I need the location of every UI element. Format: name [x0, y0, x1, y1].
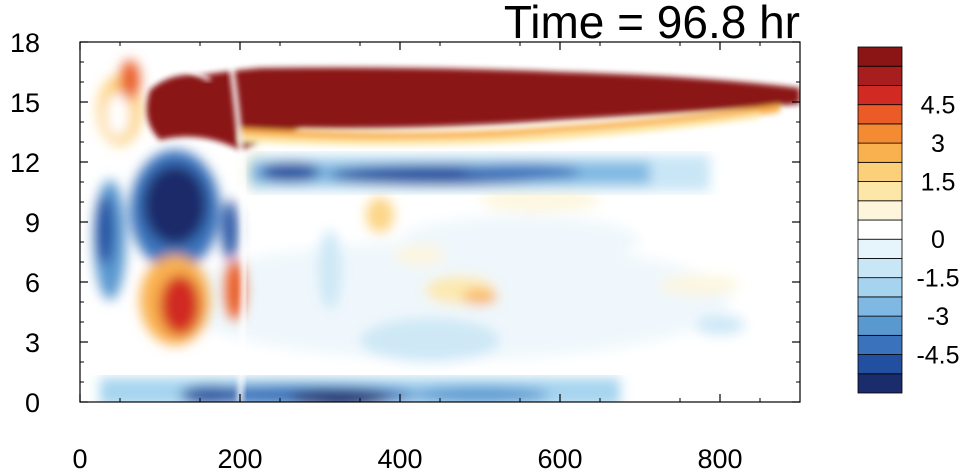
colorbar-swatch — [857, 181, 903, 202]
field-blob — [290, 390, 390, 402]
field-blob — [460, 164, 580, 180]
x-tick-label: 400 — [377, 444, 422, 473]
colorbar-swatch — [857, 354, 903, 375]
field-blob — [240, 104, 780, 140]
field-blob — [120, 60, 140, 100]
x-tick-label: 0 — [72, 444, 87, 473]
y-tick-label: 9 — [25, 208, 40, 238]
colorbar-swatch — [857, 200, 903, 221]
field-blob — [410, 387, 550, 402]
field-blob — [480, 188, 600, 212]
colorbar-swatch — [857, 65, 903, 86]
field-blob — [106, 93, 130, 137]
colorbar-label: 0 — [931, 226, 945, 254]
chart-title: Time = 96.8 hr — [504, 0, 800, 48]
field-blob — [225, 260, 245, 320]
colorbar-swatch — [857, 296, 903, 317]
colorbar-label: -1.5 — [916, 265, 959, 293]
field-blob — [366, 197, 394, 233]
colorbar-swatch — [857, 219, 903, 240]
field-blob — [160, 275, 200, 335]
field-blob — [143, 165, 207, 245]
field-blob — [462, 289, 498, 305]
colorbar-label: 4.5 — [921, 92, 956, 120]
colorbar-swatch — [857, 123, 903, 144]
x-axis: 0 200 400 600 800 — [72, 42, 761, 473]
field-blob — [360, 318, 500, 362]
y-tick-label: 6 — [25, 268, 40, 298]
y-tick-label: 3 — [25, 328, 40, 358]
y-axis: 0 3 6 9 12 15 18 — [10, 28, 800, 418]
colorbar-swatch — [857, 46, 903, 67]
colorbar-swatch — [857, 85, 903, 106]
field-blob — [395, 245, 445, 265]
colorbar-swatch — [857, 258, 903, 279]
colorbar-swatch — [857, 142, 903, 163]
field-blob — [660, 275, 740, 295]
y-tick-label: 15 — [10, 88, 40, 118]
y-tick-label: 12 — [10, 148, 40, 178]
x-tick-label: 600 — [537, 444, 582, 473]
colorbar: 4.5 3 1.5 0 -1.5 -3 -4.5 — [857, 46, 960, 394]
field-blob — [146, 67, 800, 150]
field-blob — [225, 42, 247, 402]
colorbar-swatch — [857, 373, 903, 394]
colorbar-swatch — [857, 315, 903, 336]
colorbar-swatch — [857, 104, 903, 125]
field-blob — [139, 43, 211, 82]
colorbar-swatch — [857, 238, 903, 259]
field-blob — [96, 195, 114, 265]
colorbar-swatch — [857, 161, 903, 182]
field-blob — [695, 315, 745, 335]
x-tick-label: 800 — [697, 444, 742, 473]
field-blob — [240, 112, 760, 146]
colorbar-swatch — [857, 277, 903, 298]
colorbar-label: 1.5 — [921, 169, 956, 197]
x-tick-label: 200 — [217, 444, 262, 473]
y-tick-label: 0 — [25, 388, 40, 418]
field-blob — [222, 200, 238, 260]
field-blob — [180, 386, 240, 402]
plot-area — [80, 42, 800, 402]
field-blob — [318, 230, 342, 310]
field-blob — [400, 215, 640, 265]
colorbar-label: -4.5 — [916, 342, 959, 370]
colorbar-label: 3 — [931, 130, 945, 158]
field-blob — [260, 162, 320, 182]
y-tick-label: 18 — [10, 28, 40, 58]
colorbar-label: -3 — [927, 303, 949, 331]
colorbar-swatch — [857, 334, 903, 355]
